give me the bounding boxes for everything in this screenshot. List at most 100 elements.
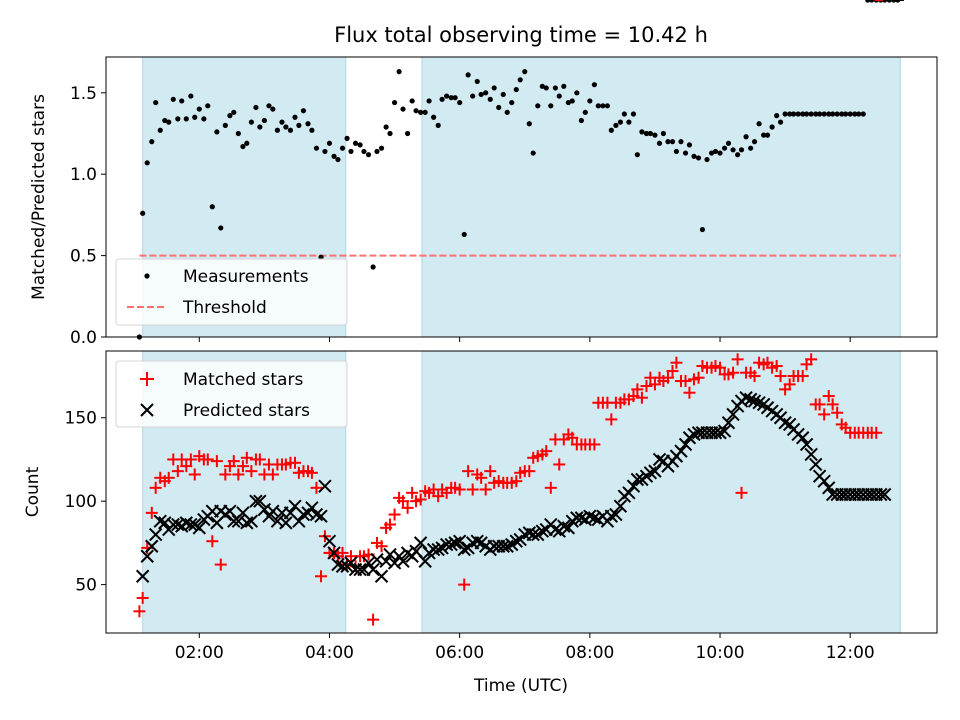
bottom-x-ticks: 02:00 04:00 06:00 08:00 10:00 12:00 xyxy=(175,633,875,663)
bottom-y-ticks: 50 100 150 xyxy=(65,409,106,596)
matched-star-point xyxy=(149,481,162,494)
predicted-star-point xyxy=(548,522,563,537)
measurement-point xyxy=(179,98,185,104)
matched-star-point xyxy=(683,386,696,399)
measurement-point xyxy=(587,98,593,104)
predicted-star-point xyxy=(470,534,484,548)
predicted-star-point xyxy=(309,507,324,522)
measurement-point xyxy=(738,147,745,153)
measurement-point xyxy=(813,111,819,117)
measurement-point xyxy=(556,93,562,99)
predicted-star-point xyxy=(223,504,237,518)
predicted-star-point xyxy=(418,554,432,568)
matched-star-point xyxy=(818,408,831,421)
measurement-point xyxy=(435,122,441,128)
legend-measurements-label: Measurements xyxy=(183,267,309,287)
predicted-star-point xyxy=(643,466,658,480)
measurement-point xyxy=(209,204,215,210)
measurement-point xyxy=(656,140,663,146)
measurement-point xyxy=(378,145,385,151)
measurement-point xyxy=(292,114,298,120)
bottom-y-tick-label: 50 xyxy=(75,576,97,596)
measurement-point xyxy=(787,111,793,117)
measurement-point xyxy=(305,121,311,127)
measurement-point xyxy=(140,210,146,216)
measurement-point xyxy=(396,69,402,75)
predicted-star-point xyxy=(192,521,207,535)
measurement-point xyxy=(639,129,645,135)
matched-star-point xyxy=(822,390,835,403)
predicted-star-point xyxy=(795,431,810,445)
matched-star-point xyxy=(227,455,240,468)
matched-star-point xyxy=(414,493,427,506)
matched-star-point xyxy=(748,370,761,383)
measurement-point xyxy=(821,111,827,117)
x-tick-label: 04:00 xyxy=(305,643,354,663)
measurement-point xyxy=(725,140,732,146)
matched-star-point xyxy=(310,481,323,494)
measurement-point xyxy=(205,103,211,109)
top-subplot: 0.0 0.5 1.0 1.5 Matched/Predicted stars Mea… xyxy=(29,0,938,348)
measurement-point xyxy=(582,109,588,115)
measurement-point xyxy=(387,130,393,137)
measurement-point xyxy=(248,119,254,125)
measurement-point xyxy=(240,143,246,150)
measurement-point xyxy=(578,117,584,124)
measurement-point xyxy=(669,139,676,145)
predicted-star-point xyxy=(322,534,337,548)
measurement-point xyxy=(383,124,389,130)
measurement-point xyxy=(227,113,233,119)
predicted-star-point xyxy=(609,507,623,522)
matched-star-point xyxy=(388,508,401,521)
measurement-point xyxy=(218,225,224,231)
predicted-star-point xyxy=(874,487,888,502)
measurement-point xyxy=(817,111,823,117)
measurement-point xyxy=(331,153,337,159)
top-y-tick-label: 1.5 xyxy=(70,84,97,104)
measurement-point xyxy=(604,103,611,109)
measurement-point xyxy=(678,139,684,145)
matched-star-point xyxy=(661,371,674,384)
measurement-point xyxy=(782,111,788,117)
measurement-point xyxy=(439,96,445,102)
matched-star-point xyxy=(458,578,471,591)
predicted-star-point xyxy=(652,452,667,467)
matched-star-point xyxy=(566,431,579,444)
matched-star-point xyxy=(462,465,475,478)
measurement-point xyxy=(457,99,463,106)
matched-star-point xyxy=(397,495,410,508)
predicted-star-point xyxy=(535,524,550,538)
measurement-point xyxy=(188,93,194,99)
measurement-point xyxy=(830,111,836,117)
bottom-legend: Matched stars Predicted stars xyxy=(115,360,348,428)
measurement-point xyxy=(865,0,871,3)
measurement-point xyxy=(509,99,515,106)
measurement-point xyxy=(761,132,767,138)
matched-star-point xyxy=(635,391,648,404)
legend-matched-marker xyxy=(140,372,154,386)
matched-star-point xyxy=(136,591,149,604)
measurement-point xyxy=(491,85,497,91)
predicted-star-point xyxy=(344,556,358,570)
top-x-ticks xyxy=(198,337,851,342)
measurement-point xyxy=(748,145,754,151)
predicted-star-point xyxy=(444,537,458,552)
measurement-point xyxy=(699,226,706,233)
chart-title: Flux total observing time = 10.42 h xyxy=(334,23,708,47)
measurement-point xyxy=(257,124,263,130)
measurement-point xyxy=(869,0,875,3)
measurement-point xyxy=(600,103,606,109)
matched-star-point xyxy=(523,465,536,478)
measurement-point xyxy=(192,114,198,120)
predicted-star-point xyxy=(296,507,311,522)
measurement-point xyxy=(483,90,489,96)
measurement-point xyxy=(730,147,736,153)
measurement-point xyxy=(270,106,276,112)
measurement-point xyxy=(348,148,354,155)
predicted-star-point xyxy=(878,487,892,502)
matched-star-point xyxy=(544,481,557,494)
matched-star-point xyxy=(453,483,466,496)
matched-star-point xyxy=(432,490,445,503)
